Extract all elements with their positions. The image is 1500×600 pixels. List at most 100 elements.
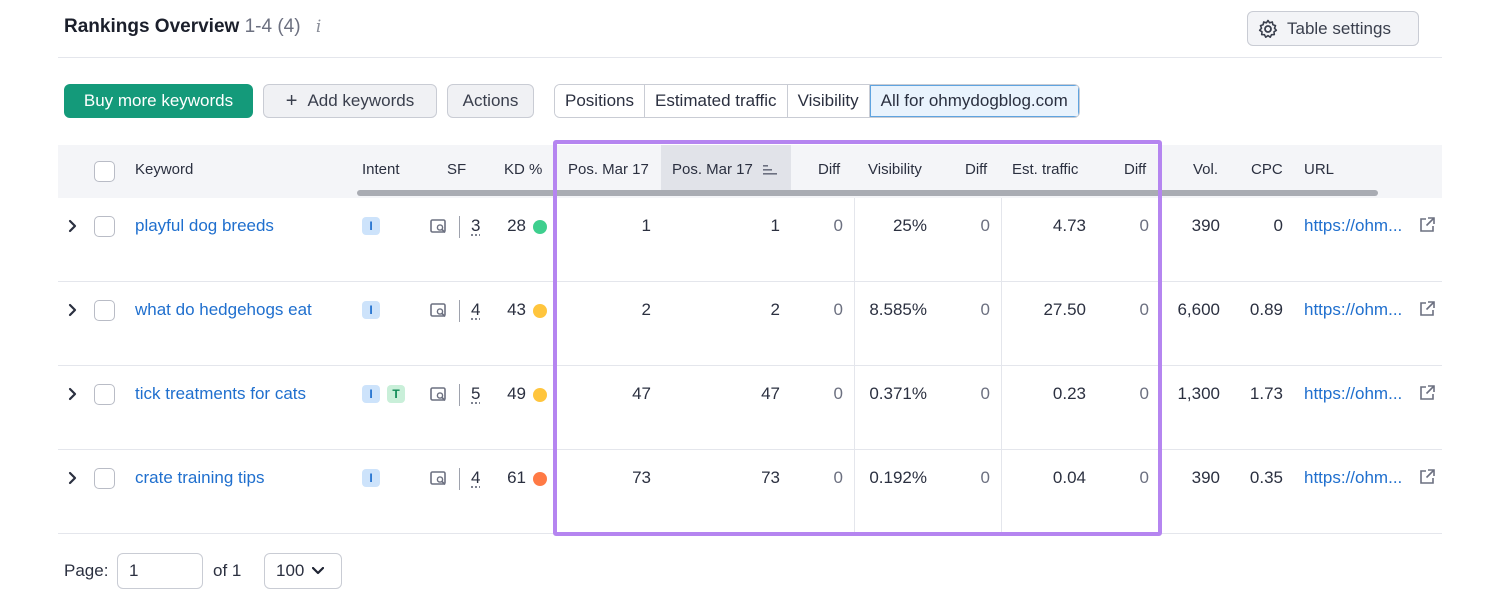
external-link-icon[interactable] <box>1418 384 1436 402</box>
visibility-diff: 0 <box>980 468 990 487</box>
keyword-link[interactable]: crate training tips <box>135 468 265 487</box>
column-header-cpc[interactable]: CPC <box>1251 161 1283 178</box>
sf-count-link[interactable]: 5 <box>471 384 481 403</box>
sf-separator <box>459 300 460 322</box>
kd-value: 28 <box>507 216 526 235</box>
row-checkbox[interactable] <box>94 216 115 237</box>
sf-separator <box>459 384 460 406</box>
kd-difficulty-dot <box>533 472 547 486</box>
column-header-est-traffic[interactable]: Est. traffic <box>1012 161 1079 178</box>
serp-features-icon[interactable] <box>430 219 448 235</box>
row-checkbox[interactable] <box>94 300 115 321</box>
external-link-icon[interactable] <box>1418 300 1436 318</box>
page-of-label: of 1 <box>213 561 242 580</box>
intent-badge: I <box>362 301 380 319</box>
table-row <box>58 366 1442 450</box>
expand-chevron-icon[interactable] <box>68 219 78 233</box>
segment-estimated-traffic[interactable]: Estimated traffic <box>644 85 788 117</box>
divider <box>58 57 1442 58</box>
cpc-value: 1.73 <box>1249 384 1283 403</box>
external-link-icon[interactable] <box>1418 216 1436 234</box>
buy-more-keywords-button[interactable]: Buy more keywords <box>64 84 253 118</box>
url-link[interactable]: https://ohm... <box>1304 468 1403 487</box>
row-checkbox[interactable] <box>94 468 115 489</box>
column-header-volume[interactable]: Vol. <box>1193 161 1219 178</box>
cpc-value: 0 <box>1273 216 1283 235</box>
select-all-checkbox[interactable] <box>94 161 115 182</box>
per-page-select[interactable]: 100 <box>264 553 342 589</box>
position-diff: 0 <box>833 216 843 235</box>
column-header-keyword[interactable]: Keyword <box>135 161 194 178</box>
horizontal-scrollbar[interactable] <box>357 190 1378 196</box>
kd-value: 49 <box>507 384 526 403</box>
view-segments: Positions Estimated traffic Visibility A… <box>554 84 1080 118</box>
table-row <box>58 198 1442 282</box>
url-link[interactable]: https://ohm... <box>1304 300 1403 319</box>
traffic-value: 0.04 <box>1052 468 1086 487</box>
visibility-diff: 0 <box>980 216 990 235</box>
segment-all-for-domain[interactable]: All for ohmydogblog.com <box>869 85 1079 117</box>
column-header-diff-position[interactable]: Diff <box>818 161 841 178</box>
sf-count-link[interactable]: 3 <box>471 216 481 235</box>
expand-chevron-icon[interactable] <box>68 387 78 401</box>
column-header-diff-visibility[interactable]: Diff <box>965 161 988 178</box>
column-header-intent[interactable]: Intent <box>362 161 400 178</box>
visibility-diff: 0 <box>980 384 990 403</box>
url-link[interactable]: https://ohm... <box>1304 216 1403 235</box>
kd-difficulty-dot <box>533 304 547 318</box>
intent-badge: I <box>362 217 380 235</box>
volume-value: 390 <box>1191 468 1220 487</box>
table-row <box>58 282 1442 366</box>
traffic-diff: 0 <box>1139 384 1149 403</box>
visibility-diff: 0 <box>980 300 990 319</box>
position-value-sorted: 2 <box>770 300 780 319</box>
kd-value: 61 <box>507 468 526 487</box>
position-value-sorted: 1 <box>770 216 780 235</box>
table-settings-button[interactable]: Table settings <box>1247 11 1419 46</box>
plus-icon: + <box>285 89 298 112</box>
highlight-box <box>553 140 1162 536</box>
serp-features-icon[interactable] <box>430 303 448 319</box>
info-icon[interactable]: i <box>315 17 322 37</box>
column-header-url[interactable]: URL <box>1304 161 1335 178</box>
traffic-value: 0.23 <box>1052 384 1086 403</box>
column-header-kd[interactable]: KD % <box>504 161 543 178</box>
expand-chevron-icon[interactable] <box>68 303 78 317</box>
actions-button[interactable]: Actions <box>447 84 534 118</box>
column-header-diff-traffic[interactable]: Diff <box>1124 161 1147 178</box>
gear-icon <box>1258 19 1278 38</box>
serp-features-icon[interactable] <box>430 471 448 487</box>
cpc-value: 0.89 <box>1249 300 1283 319</box>
page-number-input[interactable] <box>117 553 203 589</box>
column-header-pos-2-sorted[interactable]: Pos. Mar 17 <box>661 145 791 195</box>
visibility-value: 0.192% <box>869 468 927 487</box>
segment-visibility[interactable]: Visibility <box>787 85 870 117</box>
segment-positions[interactable]: Positions <box>555 85 645 117</box>
serp-features-icon[interactable] <box>430 387 448 403</box>
kd-difficulty-dot <box>533 388 547 402</box>
keyword-link[interactable]: tick treatments for cats <box>135 384 306 403</box>
keyword-link[interactable]: what do hedgehogs eat <box>135 300 312 319</box>
page-label: Page: <box>64 561 109 580</box>
column-header-pos-1[interactable]: Pos. Mar 17 <box>568 161 649 178</box>
keyword-link[interactable]: playful dog breeds <box>135 216 274 235</box>
title-text: Rankings Overview <box>64 16 240 37</box>
traffic-value: 27.50 <box>1043 300 1086 319</box>
cpc-value: 0.35 <box>1249 468 1283 487</box>
position-value: 47 <box>632 384 651 403</box>
add-keywords-button[interactable]: + Add keywords <box>263 84 437 118</box>
external-link-icon[interactable] <box>1418 468 1436 486</box>
position-value: 2 <box>641 300 651 319</box>
sf-count-link[interactable]: 4 <box>471 300 481 319</box>
kd-value: 43 <box>507 300 526 319</box>
visibility-value: 8.585% <box>869 300 927 319</box>
sf-separator <box>459 216 460 238</box>
sf-separator <box>459 468 460 490</box>
expand-chevron-icon[interactable] <box>68 471 78 485</box>
column-header-visibility[interactable]: Visibility <box>868 161 922 178</box>
row-checkbox[interactable] <box>94 384 115 405</box>
position-diff: 0 <box>833 384 843 403</box>
url-link[interactable]: https://ohm... <box>1304 384 1403 403</box>
sf-count-link[interactable]: 4 <box>471 468 481 487</box>
column-header-sf[interactable]: SF <box>447 161 467 178</box>
